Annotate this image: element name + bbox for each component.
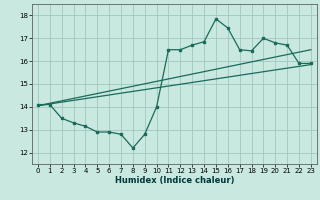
X-axis label: Humidex (Indice chaleur): Humidex (Indice chaleur) bbox=[115, 176, 234, 185]
